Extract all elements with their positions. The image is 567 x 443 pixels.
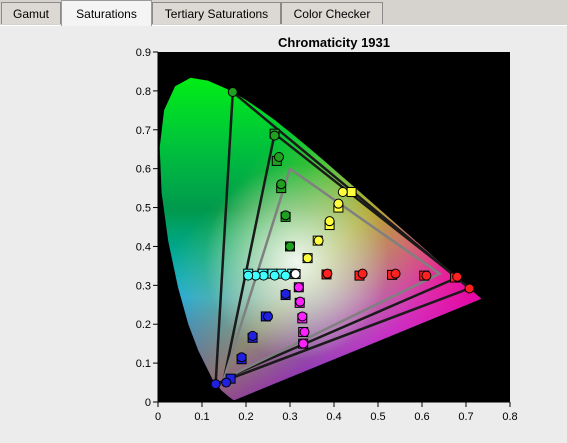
tab-color-checker[interactable]: Color Checker: [281, 2, 383, 24]
x-tick-label: 0.3: [282, 411, 297, 423]
x-tick-label: 0.6: [414, 411, 429, 423]
measured-marker: [243, 270, 254, 281]
measured-marker: [280, 270, 291, 281]
measured-marker: [274, 152, 284, 162]
measured-marker: [236, 352, 247, 363]
x-tick-label: 0.7: [458, 411, 473, 423]
x-tick-label: 0: [155, 411, 161, 423]
measured-marker: [324, 216, 335, 227]
measured-marker: [285, 241, 295, 252]
x-tick-label: 0.1: [194, 411, 209, 423]
measured-marker: [280, 288, 291, 299]
measured-marker: [299, 327, 310, 337]
tab-gamut[interactable]: Gamut: [1, 2, 61, 24]
y-tick-label: 0.3: [136, 280, 151, 292]
measured-marker: [293, 282, 304, 293]
measured-marker: [269, 130, 280, 141]
y-tick-label: 0.5: [136, 203, 151, 215]
measured-marker: [337, 187, 348, 197]
tab-saturations[interactable]: Saturations: [61, 0, 152, 26]
measured-marker: [390, 268, 401, 279]
white-point-measured: [290, 269, 301, 280]
measured-marker: [280, 210, 291, 221]
x-tick-label: 0.5: [370, 411, 385, 423]
measured-marker: [227, 87, 238, 98]
y-tick-label: 0: [145, 397, 151, 409]
y-tick-label: 0.1: [136, 358, 151, 370]
measured-marker: [221, 377, 232, 388]
measured-marker: [297, 311, 308, 322]
x-tick-label: 0.4: [326, 411, 341, 423]
measured-marker: [322, 268, 333, 279]
gamut-triangle: [222, 131, 460, 381]
measured-marker: [276, 179, 287, 190]
y-tick-label: 0.6: [136, 164, 151, 176]
y-tick-label: 0.8: [136, 86, 151, 98]
measured-marker: [210, 379, 221, 390]
tab-bar: Gamut Saturations Tertiary Saturations C…: [0, 0, 567, 26]
measured-marker: [298, 338, 309, 349]
measured-marker: [333, 198, 344, 209]
measured-marker: [313, 235, 324, 246]
x-tick-label: 0.8: [502, 411, 517, 423]
x-tick-label: 0.2: [238, 411, 253, 423]
measured-marker: [421, 270, 432, 281]
chart-title: Chromaticity 1931: [278, 35, 390, 50]
measured-marker: [302, 253, 313, 264]
y-tick-label: 0.2: [136, 319, 151, 331]
tab-tertiary-saturations[interactable]: Tertiary Saturations: [152, 2, 281, 24]
target-marker: [346, 187, 357, 197]
measured-marker: [357, 268, 368, 279]
measured-marker: [247, 330, 258, 341]
measured-marker: [452, 271, 463, 282]
measured-marker: [263, 311, 273, 322]
measured-marker: [464, 283, 475, 294]
measured-marker: [269, 270, 280, 281]
y-tick-label: 0.9: [136, 47, 151, 59]
y-tick-label: 0.4: [136, 241, 151, 253]
measured-marker: [295, 296, 306, 307]
y-tick-label: 0.7: [136, 125, 151, 137]
